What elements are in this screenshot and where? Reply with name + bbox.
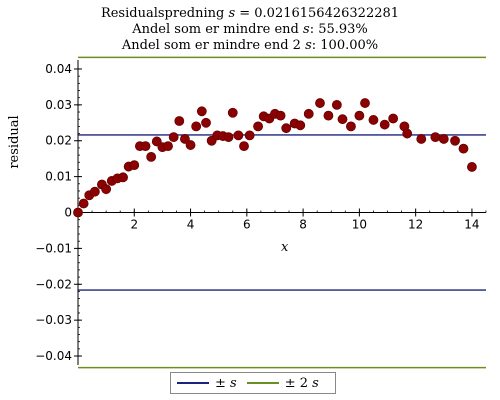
data-point	[315, 98, 325, 108]
data-point	[331, 99, 342, 110]
data-point	[168, 132, 179, 143]
y-tick-label: 0.01	[45, 170, 72, 184]
data-point	[129, 160, 140, 171]
legend-item-2s: ± 2 s	[246, 376, 319, 391]
data-point	[227, 107, 238, 118]
y-tick-label: 0.02	[45, 134, 72, 148]
chart-legend: ± s ± 2 s	[170, 372, 336, 394]
data-point	[163, 141, 173, 152]
data-point	[281, 123, 292, 134]
y-tick-label: 0.03	[45, 98, 72, 112]
data-point	[430, 132, 441, 143]
data-point	[140, 141, 151, 152]
legend-item-s: ± s	[177, 376, 237, 391]
data-point	[196, 106, 207, 117]
data-point	[337, 114, 348, 125]
data-point	[388, 113, 399, 124]
data-point	[467, 162, 477, 172]
data-point	[185, 140, 196, 150]
y-tick-label: −0.01	[35, 241, 72, 255]
data-point	[146, 151, 157, 162]
x-tick-label: 4	[187, 218, 195, 232]
data-point	[275, 110, 286, 121]
x-tick-label: 2	[130, 218, 138, 232]
legend-swatch-2s	[246, 382, 279, 384]
data-point	[73, 207, 83, 218]
threshold-lines	[78, 56, 486, 369]
x-axis-label: x	[281, 240, 289, 255]
data-point	[354, 110, 365, 121]
data-point	[303, 108, 314, 119]
data-point	[180, 134, 190, 144]
data-point	[360, 98, 370, 108]
data-point	[346, 121, 356, 132]
x-tick-label: 14	[464, 218, 479, 232]
data-point	[239, 141, 249, 152]
axes: 0.04 0.03 0.02 0.01 0 −0.01 −0.02 −0.03 −0.04 2 4 6…	[35, 60, 487, 365]
data-point	[223, 132, 234, 143]
title-line-1: Residualspredning s = 0.0216156426322281	[100, 6, 400, 21]
data-point	[416, 134, 427, 144]
data-point	[101, 184, 112, 195]
data-point	[368, 115, 379, 125]
data-point	[323, 110, 334, 121]
legend-swatch-s	[177, 382, 209, 384]
data-point	[233, 130, 244, 141]
data-points	[73, 98, 477, 218]
data-point	[450, 135, 460, 146]
data-point	[89, 186, 100, 197]
chart-title: Residualspredning s = 0.0216156426322281…	[0, 6, 500, 54]
y-tick-label: −0.02	[35, 277, 72, 291]
data-point	[78, 198, 89, 209]
x-tick-label: 10	[352, 218, 367, 232]
y-tick-label: −0.03	[35, 313, 72, 327]
x-tick-label: 8	[299, 218, 307, 232]
data-point	[191, 121, 202, 132]
data-point	[458, 143, 469, 154]
data-point	[174, 116, 185, 126]
x-tick-label: 6	[243, 218, 251, 232]
y-tick-label: 0	[64, 206, 72, 220]
title-line-3: Andel som er mindre end 2 s: 100.00%	[121, 38, 379, 53]
data-point	[118, 172, 128, 183]
y-axis-label: residual	[7, 115, 22, 168]
data-point	[244, 130, 255, 141]
title-line-2: Andel som er mindre end s: 55.93%	[132, 22, 368, 37]
data-point	[438, 134, 449, 144]
data-point	[402, 128, 413, 139]
data-point	[201, 117, 211, 128]
data-point	[295, 120, 306, 131]
data-point	[379, 119, 390, 130]
y-tick-label: 0.04	[45, 62, 72, 76]
x-tick-label: 12	[408, 218, 423, 232]
y-tick-label: −0.04	[35, 349, 72, 363]
data-point	[253, 121, 263, 132]
